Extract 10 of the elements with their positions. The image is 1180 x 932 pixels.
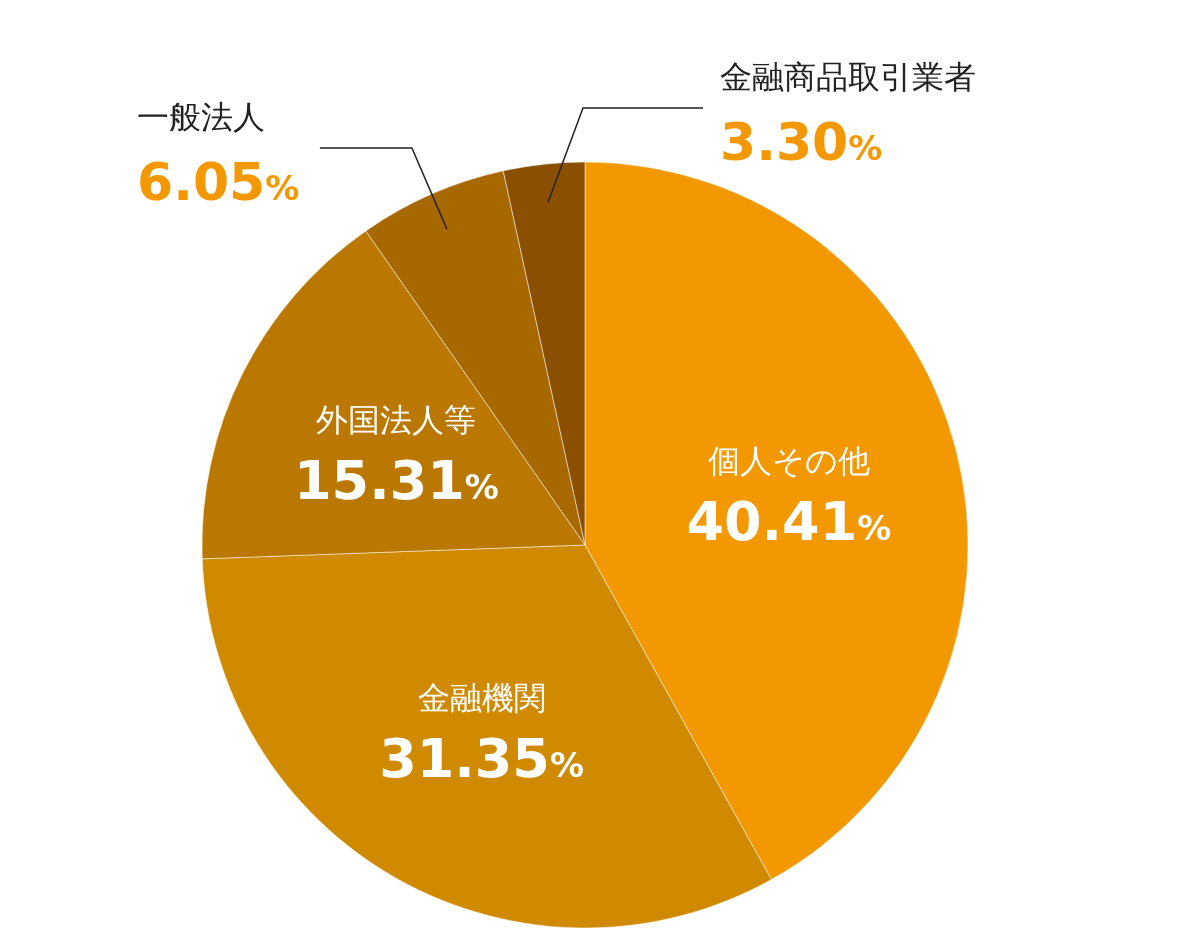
slice-label: 外国法人等 bbox=[316, 400, 477, 439]
slice-label: 個人その他 bbox=[707, 442, 870, 481]
data-label: 6.05% bbox=[137, 152, 300, 212]
data-label: 40.41% bbox=[686, 490, 892, 554]
slice-label: 金融機関 bbox=[417, 678, 546, 717]
data-label: 31.35% bbox=[379, 726, 585, 790]
slice-label: 一般法人 bbox=[137, 98, 265, 136]
data-label: 3.30% bbox=[720, 112, 883, 172]
slice-label: 金融商品取引業者 bbox=[720, 58, 976, 96]
data-label: 15.31% bbox=[294, 448, 499, 512]
